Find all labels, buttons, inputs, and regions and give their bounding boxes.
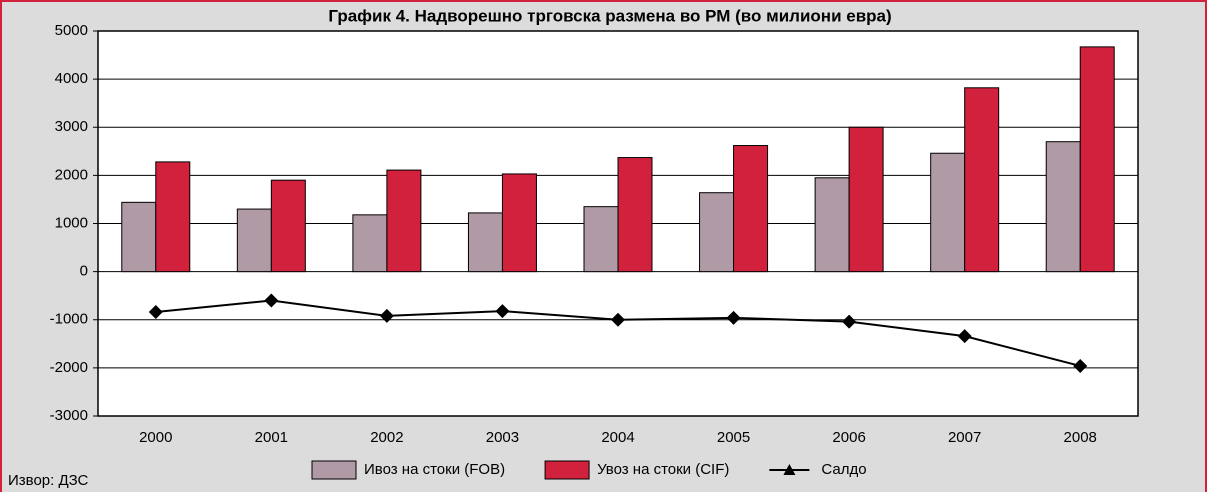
line-marker xyxy=(611,312,625,327)
line-marker xyxy=(842,314,857,329)
bar xyxy=(386,169,422,273)
bar xyxy=(699,192,735,273)
line-marker xyxy=(1073,358,1088,373)
plot-border xyxy=(97,30,1139,417)
bar xyxy=(930,152,966,273)
bar xyxy=(121,201,157,273)
y-tick-label: -1000 xyxy=(50,311,88,328)
y-tick-label: 5000 xyxy=(55,22,88,39)
bar xyxy=(467,212,503,273)
legend-label: Увоз на стоки (CIF) xyxy=(597,461,729,478)
bar xyxy=(352,214,388,273)
bar xyxy=(501,173,537,273)
y-tick-label: -2000 xyxy=(50,359,88,376)
x-tick-label: 2004 xyxy=(601,429,634,446)
bar xyxy=(236,208,272,273)
x-tick-label: 2007 xyxy=(948,429,981,446)
legend-swatch xyxy=(311,460,357,480)
bar xyxy=(848,126,884,273)
bar xyxy=(1079,46,1115,273)
bar xyxy=(270,179,306,273)
source: Извор: ДЗС xyxy=(8,472,89,489)
bar xyxy=(1045,141,1081,273)
line-marker xyxy=(148,305,163,320)
legend-label: Салдо xyxy=(821,461,866,478)
bar xyxy=(733,145,769,273)
x-tick-label: 2003 xyxy=(486,429,519,446)
bar xyxy=(964,87,1000,273)
x-tick-label: 2000 xyxy=(139,429,172,446)
bar xyxy=(814,177,850,273)
line-marker xyxy=(495,304,510,319)
line-marker xyxy=(379,308,394,323)
bar xyxy=(617,157,653,273)
x-tick-label: 2005 xyxy=(717,429,750,446)
x-tick-label: 2006 xyxy=(832,429,865,446)
y-tick-label: -3000 xyxy=(50,407,88,424)
legend-swatch xyxy=(544,460,590,480)
y-tick-label: 2000 xyxy=(55,166,88,183)
bar xyxy=(155,161,191,273)
x-tick-label: 2001 xyxy=(255,429,288,446)
line-marker xyxy=(957,329,972,344)
line-marker xyxy=(264,293,279,308)
y-tick-label: 3000 xyxy=(55,118,88,135)
y-tick-label: 0 xyxy=(80,263,88,280)
bar xyxy=(583,206,619,273)
y-tick-label: 1000 xyxy=(55,214,88,231)
y-tick-label: 4000 xyxy=(55,70,88,87)
legend-marker xyxy=(783,464,796,475)
x-tick-label: 2008 xyxy=(1064,429,1097,446)
chart-title: График 4. Надворешно трговска размена во… xyxy=(328,6,891,25)
x-tick-label: 2002 xyxy=(370,429,403,446)
line-marker xyxy=(726,310,741,325)
legend-label: Ивоз на стоки (FOB) xyxy=(364,461,505,478)
